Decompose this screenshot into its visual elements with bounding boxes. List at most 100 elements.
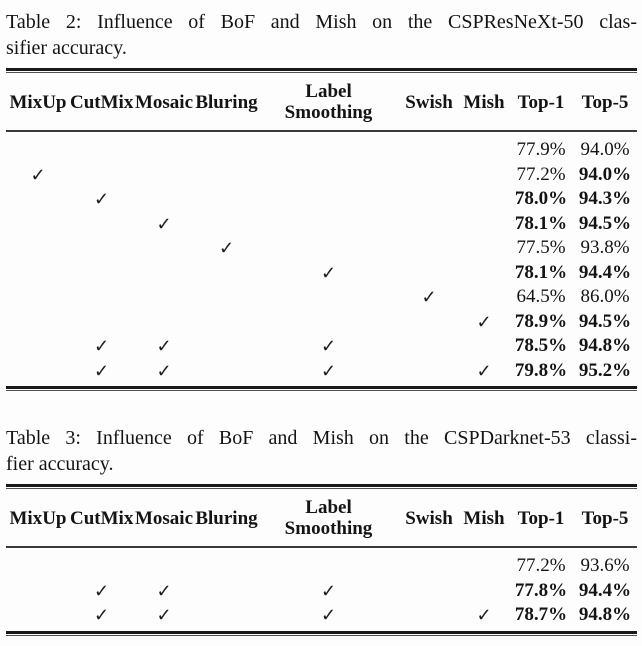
check-cell	[399, 359, 459, 384]
check-cell	[133, 310, 195, 335]
check-cell: ✓	[476, 605, 492, 625]
top1-value: 78.1%	[514, 261, 568, 283]
check-cell	[6, 138, 70, 163]
table2-body: 77.9% 94.0% ✓ 77.2% 94.0% ✓	[6, 138, 637, 383]
column-header-cutmix: CutMix	[70, 91, 134, 113]
check-cell	[459, 212, 509, 237]
column-header-swish: Swish	[405, 507, 453, 529]
check-cell: ✓	[93, 605, 110, 625]
check-cell	[133, 187, 195, 212]
check-cell: ✓	[156, 213, 172, 234]
check-cell	[399, 554, 459, 579]
table3-caption: Table 3: Influence of BoF and Mish on th…	[6, 425, 637, 477]
check-cell	[70, 554, 133, 579]
column-header-label-smoothing-text: Label Smoothing	[284, 81, 373, 123]
table2-header: MixUp CutMix Mosaic Bluring Label Smooth…	[6, 74, 637, 130]
top5-value: 94.5%	[578, 310, 632, 332]
check-cell	[459, 236, 509, 261]
column-header-mish: Mish	[463, 507, 505, 529]
check-cell: ✓	[93, 189, 110, 209]
column-header-mosaic: Mosaic	[134, 507, 194, 529]
table3-body: 77.2% 93.6% ✓ ✓ ✓ 77.8% 94.4% ✓ ✓ ✓	[6, 554, 637, 628]
check-cell: ✓	[320, 580, 337, 601]
table-row: ✓ 77.5% 93.8%	[6, 236, 637, 261]
check-cell	[459, 187, 509, 212]
check-cell: ✓	[320, 605, 337, 625]
check-cell	[195, 554, 258, 579]
top5-value: 94.8%	[578, 335, 632, 356]
check-cell	[195, 261, 258, 286]
check-cell	[258, 163, 399, 188]
table2-block: Table 2: Influence of BoF and Mish on th…	[6, 9, 637, 392]
check-cell	[258, 554, 399, 579]
table3-bottom-rule	[6, 630, 637, 637]
check-cell	[195, 187, 258, 212]
top1-value: 77.8%	[514, 579, 568, 601]
check-cell	[399, 579, 459, 604]
table-row: ✓ ✓ ✓ ✓ 79.8% 95.2%	[6, 359, 637, 384]
check-cell	[399, 334, 459, 359]
top1-value: 77.5%	[516, 237, 566, 258]
check-cell: ✓	[218, 238, 235, 258]
table3-top-rule	[6, 484, 637, 490]
check-cell	[399, 603, 459, 628]
top5-value: 93.6%	[580, 555, 630, 576]
column-header-top1: Top-1	[517, 91, 565, 113]
top5-value: 93.8%	[580, 237, 630, 258]
column-header-cutmix: CutMix	[70, 507, 134, 529]
check-cell: ✓	[320, 360, 337, 381]
top1-value: 78.1%	[514, 212, 568, 234]
check-cell	[6, 579, 70, 604]
table2-caption-line1: Table 2: Influence of BoF and Mish on th…	[6, 11, 637, 33]
column-header-bluring: Bluring	[195, 91, 258, 113]
check-cell	[399, 261, 459, 286]
check-cell	[195, 138, 258, 163]
column-header-bluring: Bluring	[195, 507, 258, 529]
check-cell	[70, 261, 133, 286]
check-cell	[459, 163, 509, 188]
table-row: ✓ 78.1% 94.5%	[6, 212, 637, 237]
check-cell	[459, 579, 509, 604]
table-row: ✓ 78.0% 94.3%	[6, 187, 637, 212]
check-cell	[258, 236, 399, 261]
check-cell	[258, 187, 399, 212]
top5-value: 94.4%	[578, 579, 632, 601]
check-cell	[258, 285, 399, 310]
table-row: 77.9% 94.0%	[6, 138, 637, 163]
check-cell: ✓	[156, 360, 172, 381]
table3-caption-line2: fier accuracy.	[6, 453, 114, 475]
check-cell	[6, 310, 70, 335]
table2-header-rule	[6, 130, 637, 133]
check-cell	[6, 212, 70, 237]
check-cell	[6, 285, 70, 310]
top1-value: 77.9%	[516, 139, 566, 160]
column-header-top1: Top-1	[517, 507, 565, 529]
table3-header-row: MixUp CutMix Mosaic Bluring Label Smooth…	[6, 490, 637, 546]
check-cell	[195, 334, 258, 359]
check-cell	[459, 285, 509, 310]
top1-value: 78.0%	[514, 188, 568, 209]
table-row: ✓ 78.1% 94.4%	[6, 261, 637, 286]
check-cell	[258, 310, 399, 335]
top5-value: 94.5%	[578, 212, 632, 234]
table2-bottom-rule	[6, 386, 637, 392]
check-cell	[133, 554, 195, 579]
table-row: ✓ ✓ ✓ 77.8% 94.4%	[6, 579, 637, 604]
check-cell	[195, 163, 258, 188]
check-cell	[399, 212, 459, 237]
check-cell	[6, 334, 70, 359]
table-row: 77.2% 93.6%	[6, 554, 637, 579]
check-cell	[399, 236, 459, 261]
table-row: ✓ 78.9% 94.5%	[6, 310, 637, 335]
column-header-swish: Swish	[405, 91, 453, 113]
top1-value: 78.7%	[514, 604, 568, 625]
check-cell	[195, 579, 258, 604]
check-cell: ✓	[156, 605, 172, 625]
table2-caption-line2: sifier accuracy.	[6, 37, 127, 59]
column-header-mixup: MixUp	[9, 507, 67, 529]
top1-value: 77.2%	[516, 555, 566, 576]
top5-value: 94.4%	[578, 261, 632, 283]
check-cell	[70, 163, 133, 188]
table2-top-rule	[6, 68, 637, 74]
check-cell	[195, 359, 258, 384]
